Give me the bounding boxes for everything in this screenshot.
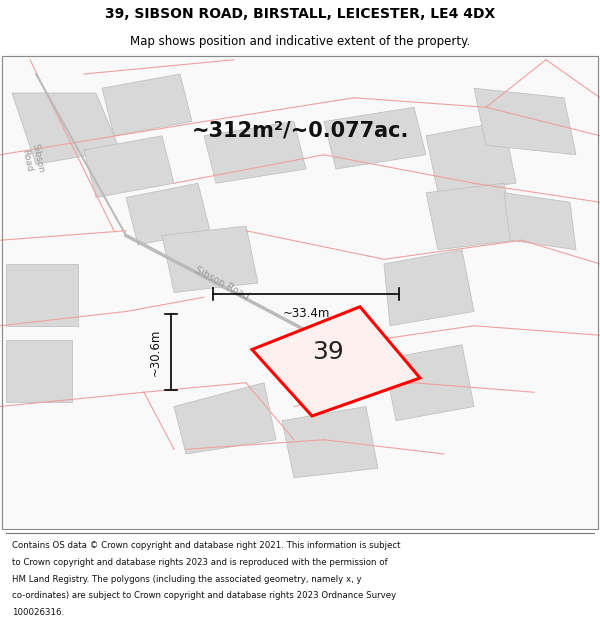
Polygon shape [426,121,516,192]
Text: Sibson Road: Sibson Road [193,264,251,301]
Text: 39, SIBSON ROAD, BIRSTALL, LEICESTER, LE4 4DX: 39, SIBSON ROAD, BIRSTALL, LEICESTER, LE… [105,7,495,21]
Polygon shape [6,340,72,402]
Polygon shape [12,93,120,164]
Text: 39: 39 [313,340,344,364]
Text: 100026316.: 100026316. [12,608,64,617]
Text: to Crown copyright and database rights 2023 and is reproduced with the permissio: to Crown copyright and database rights 2… [12,558,388,567]
Polygon shape [324,107,426,169]
Text: ~312m²/~0.077ac.: ~312m²/~0.077ac. [191,121,409,141]
Polygon shape [504,192,576,250]
Polygon shape [252,307,420,416]
Text: ~30.6m: ~30.6m [149,328,162,376]
Polygon shape [162,226,258,292]
Text: ~33.4m: ~33.4m [283,308,329,321]
Text: Contains OS data © Crown copyright and database right 2021. This information is : Contains OS data © Crown copyright and d… [12,541,401,551]
Text: HM Land Registry. The polygons (including the associated geometry, namely x, y: HM Land Registry. The polygons (includin… [12,574,362,584]
Polygon shape [6,264,78,326]
Polygon shape [282,406,378,478]
Polygon shape [474,88,576,155]
Polygon shape [426,183,516,250]
Text: co-ordinates) are subject to Crown copyright and database rights 2023 Ordnance S: co-ordinates) are subject to Crown copyr… [12,591,396,600]
Polygon shape [384,345,474,421]
Text: Map shows position and indicative extent of the property.: Map shows position and indicative extent… [130,35,470,48]
Polygon shape [174,382,276,454]
Polygon shape [126,183,210,245]
Polygon shape [384,250,474,326]
Polygon shape [84,136,174,198]
Polygon shape [102,74,192,136]
Polygon shape [204,121,306,183]
Text: Sibson
Road: Sibson Road [20,142,45,176]
